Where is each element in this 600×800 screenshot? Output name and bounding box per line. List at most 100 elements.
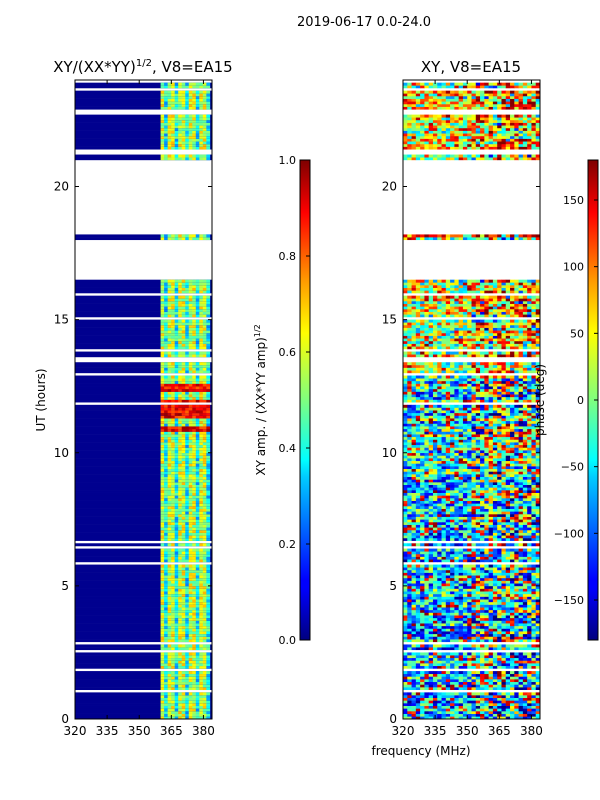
heatmap-cell xyxy=(181,490,186,493)
heatmap-cell xyxy=(492,644,498,648)
heatmap-cell xyxy=(424,681,429,685)
heatmap-cell xyxy=(167,479,172,483)
heatmap-cell xyxy=(178,380,183,384)
heatmap-cell xyxy=(531,644,537,648)
heatmap-cell xyxy=(174,705,179,709)
heatmap-cell xyxy=(202,511,207,515)
heatmap-cell xyxy=(492,529,498,533)
heatmap-cell xyxy=(492,705,498,709)
heatmap-cell xyxy=(185,551,190,555)
heatmap-cell xyxy=(171,426,175,430)
heatmap-cell xyxy=(407,580,412,584)
heatmap-cell xyxy=(185,639,190,643)
heatmap-cell xyxy=(188,513,193,517)
heatmap-cell xyxy=(164,476,168,480)
heatmap-cell xyxy=(514,564,519,568)
heatmap-cell xyxy=(199,679,204,683)
heatmap-cell xyxy=(514,703,519,706)
heatmap-cell xyxy=(480,535,485,539)
heatmap-cell xyxy=(192,319,197,323)
heatmap-cell xyxy=(188,553,193,557)
heatmap-cell xyxy=(199,85,204,89)
heatmap-cell xyxy=(188,532,193,536)
heatmap-cell xyxy=(185,340,190,344)
heatmap-cell xyxy=(192,330,197,334)
heatmap-cell xyxy=(437,628,442,632)
heatmap-cell xyxy=(164,282,168,286)
heatmap-cell xyxy=(160,319,165,323)
heatmap-cell xyxy=(488,617,494,621)
heatmap-cell xyxy=(195,279,200,283)
heatmap-cell xyxy=(450,553,455,557)
heatmap-cell xyxy=(192,684,197,688)
heatmap-cell xyxy=(75,636,212,640)
heatmap-cell xyxy=(199,434,204,438)
heatmap-cell xyxy=(164,82,168,86)
heatmap-cell xyxy=(535,569,540,573)
heatmap-cell xyxy=(181,572,186,576)
heatmap-cell xyxy=(480,607,485,611)
heatmap-cell xyxy=(424,697,429,701)
heatmap-cell xyxy=(535,681,540,685)
heatmap-cell xyxy=(432,708,438,712)
heatmap-cell xyxy=(195,82,200,86)
heatmap-cell xyxy=(206,681,211,685)
heatmap-cell xyxy=(531,551,537,555)
heatmap-cell xyxy=(441,559,447,563)
heatmap-cell xyxy=(454,639,459,643)
heatmap-cell xyxy=(445,612,451,616)
heatmap-cell xyxy=(522,607,528,611)
heatmap-cell xyxy=(202,468,207,472)
heatmap-cell xyxy=(178,82,183,86)
heatmap-cell xyxy=(437,585,442,589)
heatmap-cell xyxy=(202,138,207,142)
heatmap-cell xyxy=(185,303,190,307)
heatmap-cell xyxy=(458,511,464,515)
heatmap-cell xyxy=(192,364,197,368)
heatmap-cell xyxy=(195,500,200,504)
heatmap-cell xyxy=(420,519,425,523)
heatmap-cell xyxy=(181,492,186,496)
heatmap-cell xyxy=(167,98,172,102)
heatmap-cell xyxy=(445,599,451,603)
heatmap-cell xyxy=(475,615,481,619)
heatmap-cell xyxy=(178,154,183,158)
heatmap-cell xyxy=(192,98,197,102)
heatmap-cell xyxy=(518,532,524,536)
heatmap-cell xyxy=(199,327,204,331)
heatmap-cell xyxy=(167,383,172,387)
heatmap-cell xyxy=(454,519,459,523)
heatmap-cell xyxy=(181,303,186,307)
heatmap-cell xyxy=(164,705,168,709)
heatmap-cell xyxy=(535,684,540,688)
heatmap-cell xyxy=(188,311,193,315)
heatmap-cell xyxy=(171,665,175,669)
heatmap-cell xyxy=(206,455,211,459)
heatmap-cell xyxy=(522,633,528,637)
heatmap-cell xyxy=(174,370,179,374)
heatmap-cell xyxy=(420,511,425,515)
heatmap-cell xyxy=(171,418,175,422)
heatmap-cell xyxy=(527,596,532,600)
heatmap-cell xyxy=(522,636,528,640)
heatmap-cell xyxy=(75,521,212,525)
heatmap-cell xyxy=(174,631,179,635)
heatmap-cell xyxy=(407,543,412,547)
heatmap-cell xyxy=(415,636,421,640)
heatmap-cell xyxy=(202,713,207,717)
heatmap-cell xyxy=(192,572,197,576)
heatmap-cell xyxy=(428,511,434,515)
heatmap-cell xyxy=(199,623,204,627)
heatmap-cell xyxy=(480,529,485,533)
heatmap-cell xyxy=(492,633,498,637)
heatmap-cell xyxy=(160,95,165,99)
heatmap-cell xyxy=(407,551,412,555)
heatmap-cell xyxy=(160,383,165,387)
heatmap-cell xyxy=(192,596,197,600)
heatmap-cell xyxy=(185,695,190,698)
heatmap-cell xyxy=(441,700,447,704)
heatmap-cell xyxy=(188,466,193,470)
heatmap-cell xyxy=(437,599,442,603)
heatmap-cell xyxy=(178,612,183,616)
heatmap-cell xyxy=(424,623,429,627)
